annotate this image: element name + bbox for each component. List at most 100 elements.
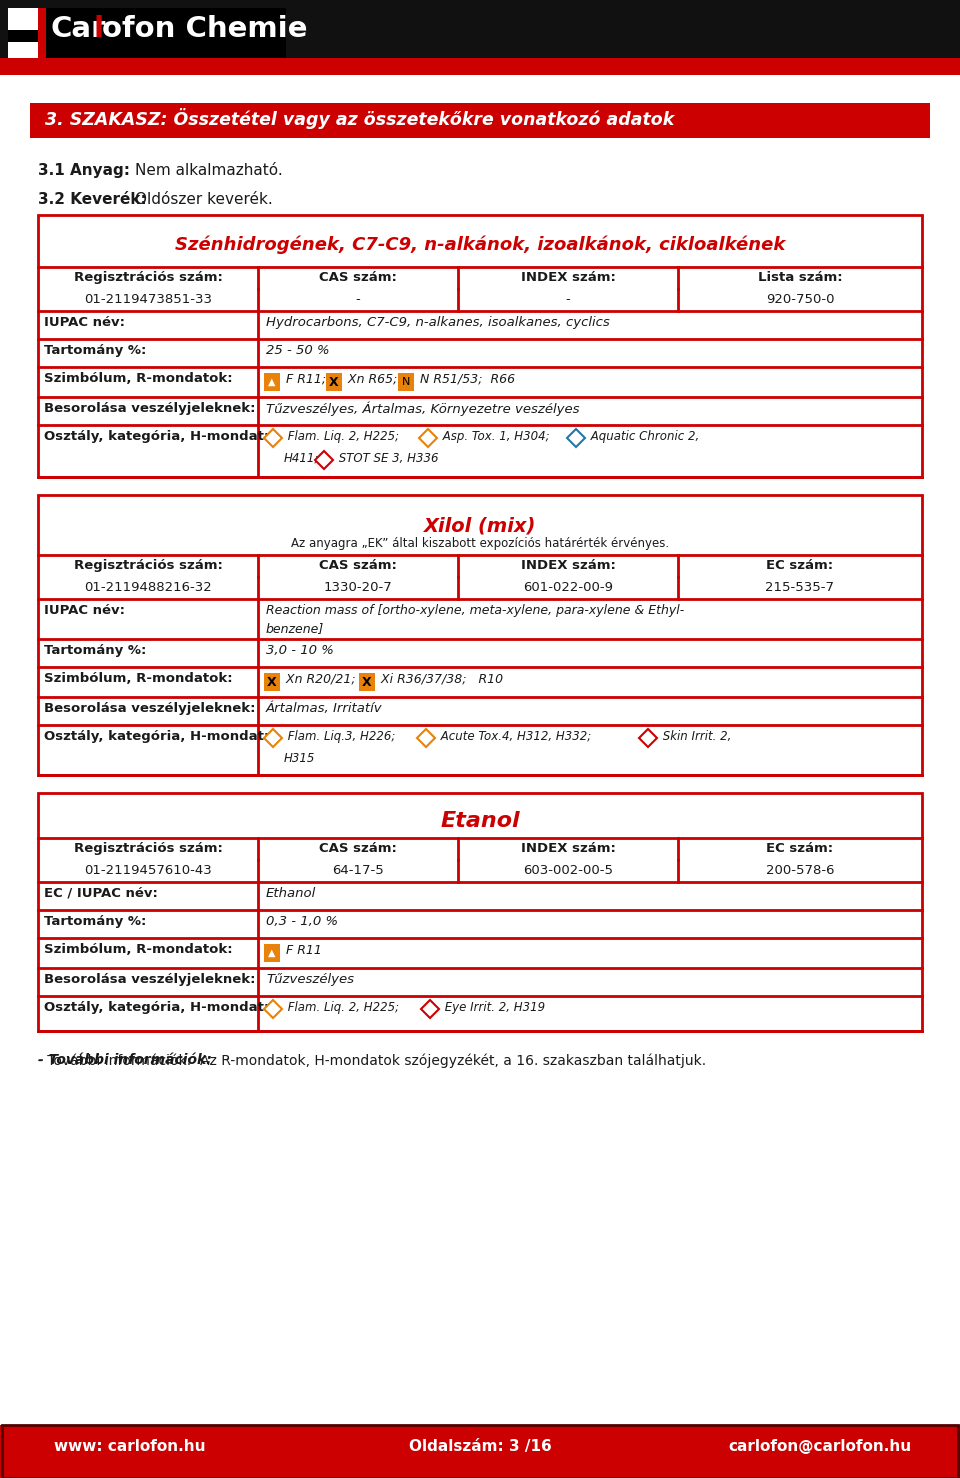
Text: Xilol (mix): Xilol (mix)	[423, 517, 537, 537]
Text: Aquatic Chronic 2,: Aquatic Chronic 2,	[587, 430, 699, 443]
Text: CAS szám:: CAS szám:	[319, 270, 396, 284]
Polygon shape	[315, 451, 333, 469]
Text: 01-2119457610-43: 01-2119457610-43	[84, 865, 212, 876]
Text: 25 - 50 %: 25 - 50 %	[266, 344, 329, 358]
Text: 200-578-6: 200-578-6	[766, 865, 834, 876]
Text: 3,0 - 10 %: 3,0 - 10 %	[266, 644, 334, 658]
Text: 64-17-5: 64-17-5	[332, 865, 384, 876]
Text: Flam. Liq. 2, H225;: Flam. Liq. 2, H225;	[284, 1001, 399, 1014]
Text: 1330-20-7: 1330-20-7	[324, 581, 393, 594]
Text: Hydrocarbons, C7-C9, n-alkanes, isoalkanes, cyclics: Hydrocarbons, C7-C9, n-alkanes, isoalkan…	[266, 316, 610, 330]
Text: Regisztrációs szám:: Regisztrációs szám:	[74, 559, 223, 572]
Bar	[0, 58, 960, 75]
Text: 0,3 - 1,0 %: 0,3 - 1,0 %	[266, 915, 338, 928]
Polygon shape	[639, 729, 657, 746]
Text: Regisztrációs szám:: Regisztrációs szám:	[74, 842, 223, 854]
Text: X: X	[267, 675, 276, 689]
Text: Tartomány %:: Tartomány %:	[44, 915, 146, 928]
Bar	[8, 41, 38, 58]
Text: ofon Chemie: ofon Chemie	[102, 15, 307, 43]
Text: 3.1 Anyag:: 3.1 Anyag:	[38, 163, 130, 177]
Text: -: -	[355, 293, 360, 306]
Text: 3.2 Keverék:: 3.2 Keverék:	[38, 192, 147, 207]
Polygon shape	[567, 429, 585, 446]
Text: Tartomány %:: Tartomány %:	[44, 644, 146, 658]
Bar	[38, 794, 922, 1032]
Text: Reaction mass of [ortho-xylene, meta-xylene, para-xylene & Ethyl-: Reaction mass of [ortho-xylene, meta-xyl…	[266, 605, 684, 616]
Text: Besorolása veszélyjeleknek:: Besorolása veszélyjeleknek:	[44, 702, 255, 715]
Text: Eye Irrit. 2, H319: Eye Irrit. 2, H319	[441, 1001, 545, 1014]
Text: 603-002-00-5: 603-002-00-5	[523, 865, 613, 876]
Text: - További információk:  Az R-mondatok, H-mondatok szójegyzékét, a 16. szakaszban: - További információk: Az R-mondatok, H-…	[38, 1052, 707, 1067]
Bar	[30, 103, 930, 137]
Text: 01-2119473851-33: 01-2119473851-33	[84, 293, 212, 306]
Text: Osztály, kategória, H-mondat:: Osztály, kategória, H-mondat:	[44, 1001, 269, 1014]
Text: Car: Car	[50, 15, 106, 43]
Text: Flam. Liq.3, H226;: Flam. Liq.3, H226;	[284, 730, 396, 743]
Text: INDEX szám:: INDEX szám:	[520, 270, 615, 284]
Polygon shape	[264, 429, 282, 446]
Text: Oldalszám: 3 /16: Oldalszám: 3 /16	[409, 1440, 551, 1454]
Text: Acute Tox.4, H312, H332;: Acute Tox.4, H312, H332;	[437, 730, 591, 743]
Text: INDEX szám:: INDEX szám:	[520, 559, 615, 572]
Text: Tartomány %:: Tartomány %:	[44, 344, 146, 358]
Text: 920-750-0: 920-750-0	[766, 293, 834, 306]
Bar	[38, 7, 46, 58]
Text: H411;: H411;	[284, 452, 320, 466]
Text: 215-535-7: 215-535-7	[765, 581, 834, 594]
Bar	[326, 372, 342, 392]
Text: -: -	[565, 293, 570, 306]
Text: Tűzveszélyes, Ártalmas, Környezetre veszélyes: Tűzveszélyes, Ártalmas, Környezetre vesz…	[266, 402, 580, 417]
Text: Az anyagra „EK” által kiszabott expozíciós határérték érvényes.: Az anyagra „EK” által kiszabott expozíci…	[291, 537, 669, 550]
Text: l: l	[93, 15, 103, 43]
Bar	[8, 7, 38, 30]
Bar	[264, 372, 280, 392]
Text: Xn R65;: Xn R65;	[344, 372, 397, 386]
Text: 3. SZAKASZ: Összetétel vagy az összetekőkre vonatkozó adatok: 3. SZAKASZ: Összetétel vagy az összetekő…	[45, 108, 674, 129]
Text: Ártalmas, Irritatív: Ártalmas, Irritatív	[266, 702, 383, 715]
Text: - További információk:: - További információk:	[38, 1052, 212, 1067]
Polygon shape	[421, 1001, 439, 1018]
Text: Skin Irrit. 2,: Skin Irrit. 2,	[659, 730, 732, 743]
Text: N: N	[402, 377, 410, 387]
Text: INDEX szám:: INDEX szám:	[520, 842, 615, 854]
Bar	[398, 372, 414, 392]
Text: Nem alkalmazható.: Nem alkalmazható.	[135, 163, 283, 177]
Text: F R11;: F R11;	[282, 372, 326, 386]
Text: CAS szám:: CAS szám:	[319, 559, 396, 572]
Text: 601-022-00-9: 601-022-00-9	[523, 581, 613, 594]
Polygon shape	[417, 729, 435, 746]
Polygon shape	[419, 429, 437, 446]
Text: Flam. Liq. 2, H225;: Flam. Liq. 2, H225;	[284, 430, 399, 443]
Text: www: carlofon.hu: www: carlofon.hu	[55, 1440, 205, 1454]
Text: 01-2119488216-32: 01-2119488216-32	[84, 581, 212, 594]
Text: Etanol: Etanol	[441, 811, 519, 831]
Text: IUPAC név:: IUPAC név:	[44, 605, 125, 616]
Bar	[264, 672, 280, 692]
Bar	[38, 495, 922, 774]
Text: Oldószer keverék.: Oldószer keverék.	[135, 192, 273, 207]
Text: Regisztrációs szám:: Regisztrációs szám:	[74, 270, 223, 284]
Text: ▲: ▲	[268, 377, 276, 387]
Bar	[38, 214, 922, 477]
Bar	[264, 944, 280, 962]
Text: Asp. Tox. 1, H304;: Asp. Tox. 1, H304;	[439, 430, 550, 443]
Text: EC szám:: EC szám:	[766, 842, 833, 854]
Text: Osztály, kategória, H-mondat:: Osztály, kategória, H-mondat:	[44, 730, 269, 743]
Text: Tűzveszélyes: Tűzveszélyes	[266, 973, 354, 986]
Text: Szimbólum, R-mondatok:: Szimbólum, R-mondatok:	[44, 672, 232, 684]
Text: Szimbólum, R-mondatok:: Szimbólum, R-mondatok:	[44, 943, 232, 956]
Text: Besorolása veszélyjeleknek:: Besorolása veszélyjeleknek:	[44, 973, 255, 986]
Text: Szimbólum, R-mondatok:: Szimbólum, R-mondatok:	[44, 372, 232, 384]
Text: H315: H315	[284, 752, 316, 766]
Text: Osztály, kategória, H-mondat:: Osztály, kategória, H-mondat:	[44, 430, 269, 443]
Bar	[8, 7, 286, 58]
Polygon shape	[264, 729, 282, 746]
Text: benzene]: benzene]	[266, 622, 324, 636]
Text: Szénhidrogének, C7-C9, n-alkánok, izoalkánok, cikloalkének: Szénhidrogének, C7-C9, n-alkánok, izoalk…	[175, 235, 785, 254]
Text: N R51/53;  R66: N R51/53; R66	[416, 372, 516, 386]
Text: Besorolása veszélyjeleknek:: Besorolása veszélyjeleknek:	[44, 402, 255, 415]
Text: IUPAC név:: IUPAC név:	[44, 316, 125, 330]
Text: X: X	[362, 675, 372, 689]
Bar	[0, 1425, 960, 1478]
